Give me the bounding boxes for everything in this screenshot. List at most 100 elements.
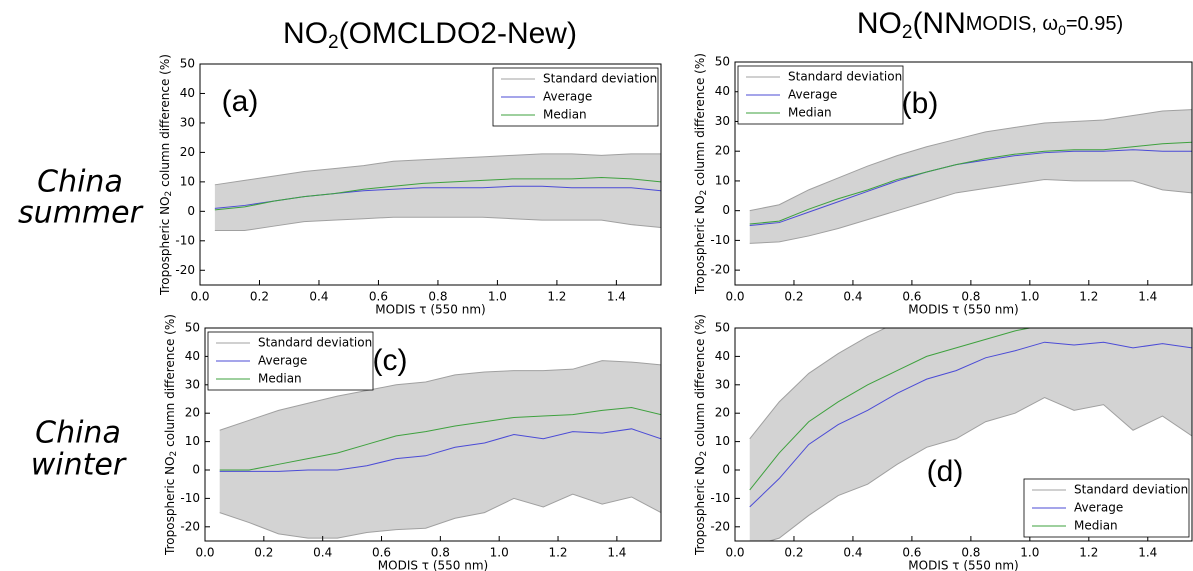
legend-label: Standard deviation [1074, 483, 1188, 497]
x-tick-label: 0.6 [369, 290, 388, 304]
x-tick-label: 1.0 [1020, 290, 1039, 304]
y-tick-label: 20 [185, 406, 200, 420]
series-line [749, 341, 1192, 508]
y-tick-label: 0 [192, 463, 200, 477]
y-label-part: Tropospheric NO [693, 195, 707, 295]
y-tick-label: -20 [180, 519, 200, 533]
y-tick-label: 50 [715, 321, 730, 335]
y-tick-label: 30 [180, 115, 195, 129]
series-line [214, 176, 661, 211]
sd-band-fill [749, 328, 1192, 541]
y-label-part: Tropospheric NO [158, 196, 172, 296]
y-tick-label: -10 [710, 233, 730, 247]
x-tick-label: 1.2 [548, 546, 567, 560]
y-tick-label: -20 [175, 263, 195, 277]
legend-label: Standard deviation [258, 336, 372, 350]
row-label: China [35, 416, 121, 451]
y-tick-label: 20 [180, 145, 195, 159]
y-label-part: Tropospheric NO [693, 456, 707, 556]
panel-label: (a) [222, 85, 259, 118]
legend-label: Average [788, 88, 837, 102]
sd-band-fill [214, 153, 661, 231]
plot-frame [734, 327, 1193, 542]
panel-label: (d) [927, 455, 964, 488]
legend-label: Average [258, 354, 307, 368]
series-line [749, 141, 1192, 225]
y-label-sub: 2 [699, 190, 709, 196]
y-axis-label: Tropospheric NO2 column difference (%) [158, 54, 174, 296]
x-tick-label: 0.8 [961, 290, 980, 304]
title-part: =0.95) [1066, 13, 1123, 35]
legend-label: Median [788, 106, 832, 120]
sd-band-fill [219, 360, 661, 539]
y-tick-label: 20 [715, 144, 730, 158]
x-tick-label: 0.2 [250, 290, 269, 304]
legend-label: Average [543, 90, 592, 104]
title-part: NO [283, 17, 328, 50]
legend-label: Standard deviation [543, 72, 657, 86]
title-part: (NN [912, 7, 965, 40]
legend-label: Median [543, 108, 587, 122]
y-tick-label: 10 [715, 434, 730, 448]
plot-area [219, 360, 661, 539]
series-line [219, 407, 661, 471]
y-label-part: column difference (%) [163, 314, 177, 451]
x-tick-label: 0.2 [784, 546, 803, 560]
y-axis-label: Tropospheric NO2 column difference (%) [163, 314, 179, 556]
series-line [749, 149, 1192, 227]
x-tick-label: 1.4 [1138, 546, 1157, 560]
x-tick-label: 0.0 [725, 290, 744, 304]
y-tick-label: 10 [715, 173, 730, 187]
sd-upper-edge [749, 109, 1192, 212]
y-tick-label: 20 [715, 406, 730, 420]
y-tick-label: 10 [180, 174, 195, 188]
plot-area [214, 153, 661, 231]
title-part: (OMCLDO2-New) [339, 17, 577, 50]
plot-frame [734, 61, 1193, 286]
legend-label: Standard deviation [788, 70, 902, 84]
title-part: MODIS, ω [966, 13, 1058, 35]
sd-lower-edge [219, 493, 661, 539]
x-tick-label: 1.4 [1138, 290, 1157, 304]
y-axis-label: Tropospheric NO2 column difference (%) [693, 314, 709, 556]
y-label-part: column difference (%) [693, 314, 707, 451]
y-label-sub: 2 [699, 451, 709, 457]
x-tick-label: 0.0 [725, 546, 744, 560]
sd-lower-edge [214, 216, 661, 231]
x-axis-label: MODIS τ (550 nm) [378, 559, 488, 571]
column-title: NO2(NNMODIS, ω0=0.95) [857, 7, 1123, 43]
x-tick-label: 0.2 [784, 290, 803, 304]
x-tick-label: 0.6 [902, 290, 921, 304]
y-tick-label: -10 [180, 491, 200, 505]
y-tick-label: 40 [715, 84, 730, 98]
x-tick-label: 0.4 [843, 290, 862, 304]
sd-upper-edge [219, 360, 661, 431]
y-tick-label: 0 [722, 203, 730, 217]
x-axis-label: MODIS τ (550 nm) [908, 559, 1018, 571]
y-tick-label: 40 [185, 349, 200, 363]
legend-label: Median [258, 372, 302, 386]
row-label: China [37, 165, 123, 200]
x-tick-label: 0.4 [313, 546, 332, 560]
y-tick-label: -10 [710, 491, 730, 505]
x-axis-label: MODIS τ (550 nm) [908, 303, 1018, 317]
panel-label: (b) [902, 87, 939, 120]
y-tick-label: 0 [187, 204, 195, 218]
title-sub: 2 [328, 32, 339, 53]
sd-band-fill [749, 109, 1192, 244]
legend-label: Median [1074, 519, 1118, 533]
x-tick-label: 1.2 [1079, 546, 1098, 560]
x-tick-label: 0.6 [372, 546, 391, 560]
y-tick-label: 10 [185, 434, 200, 448]
series-line [749, 328, 1033, 491]
y-tick-label: 50 [180, 57, 195, 71]
x-tick-label: 0.4 [309, 290, 328, 304]
y-tick-label: -10 [175, 233, 195, 247]
y-label-part: column difference (%) [693, 53, 707, 190]
x-tick-label: 1.4 [607, 546, 626, 560]
x-tick-label: 0.8 [961, 546, 980, 560]
y-label-part: column difference (%) [158, 54, 172, 191]
y-label-part: Tropospheric NO [163, 456, 177, 556]
sd-upper-edge [214, 153, 661, 186]
y-tick-label: 40 [180, 86, 195, 100]
